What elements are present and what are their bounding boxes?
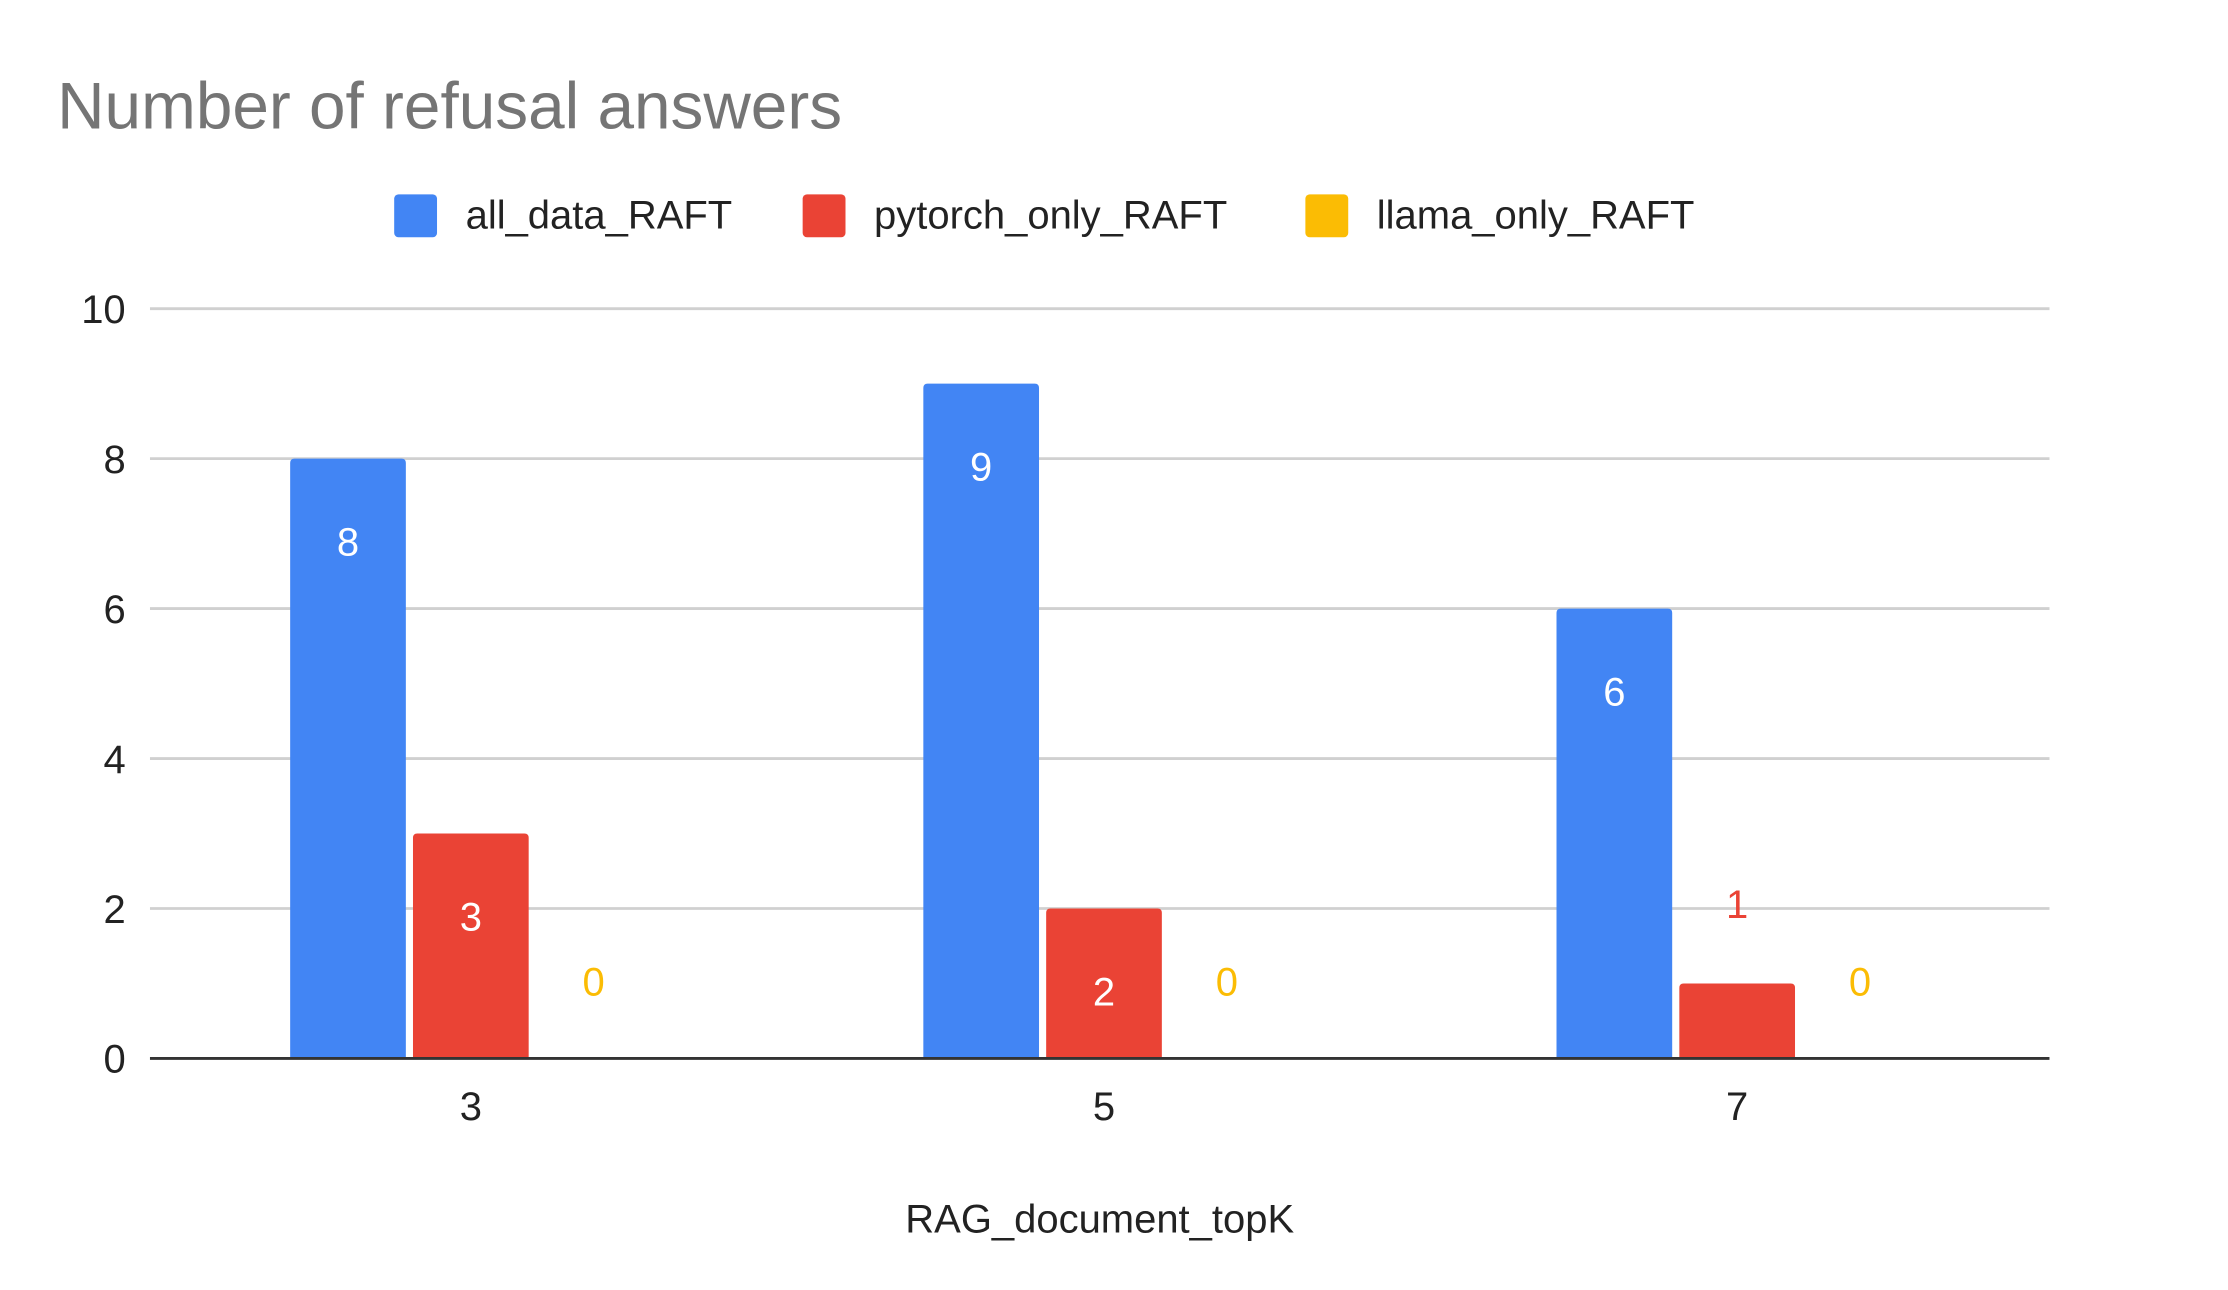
legend-swatch <box>802 194 846 238</box>
legend-swatch <box>394 194 438 238</box>
y-tick-label: 8 <box>103 438 125 482</box>
x-axis-ticks: 3 5 7 <box>460 1085 1749 1129</box>
data-label: 3 <box>460 896 482 940</box>
legend-label: all_data_RAFT <box>466 194 733 238</box>
data-label: 6 <box>1603 671 1625 715</box>
legend-label: pytorch_only_RAFT <box>874 194 1227 238</box>
bar <box>1679 983 1796 1059</box>
y-tick-label: 6 <box>103 588 125 632</box>
legend: all_data_RAFT pytorch_only_RAFT llama_only… <box>394 194 1694 238</box>
y-tick-label: 4 <box>103 738 125 782</box>
data-label: 9 <box>970 446 992 490</box>
bar <box>1046 908 1162 1059</box>
x-tick-label: 7 <box>1726 1085 1748 1129</box>
data-label: 0 <box>1216 961 1238 1005</box>
data-label: 1 <box>1726 883 1748 927</box>
data-label: 2 <box>1093 971 1115 1015</box>
bar <box>1556 608 1673 1059</box>
y-tick-label: 10 <box>81 288 125 332</box>
x-axis-label: RAG_document_topK <box>905 1198 1294 1242</box>
bar <box>290 458 406 1059</box>
chart-title: Number of refusal answers <box>57 70 842 143</box>
x-tick-label: 5 <box>1093 1085 1115 1129</box>
data-label: 0 <box>583 961 605 1005</box>
data-label: 8 <box>337 521 359 565</box>
bar <box>923 383 1040 1059</box>
data-label: 0 <box>1849 961 1871 1005</box>
y-tick-label: 2 <box>103 888 125 932</box>
bars: 8 3 0 9 2 0 6 1 0 <box>149 383 2050 1060</box>
legend-label: llama_only_RAFT <box>1377 194 1695 238</box>
y-tick-label: 0 <box>103 1038 125 1082</box>
bar <box>412 833 529 1059</box>
x-tick-label: 3 <box>460 1085 482 1129</box>
legend-swatch <box>1305 194 1349 238</box>
